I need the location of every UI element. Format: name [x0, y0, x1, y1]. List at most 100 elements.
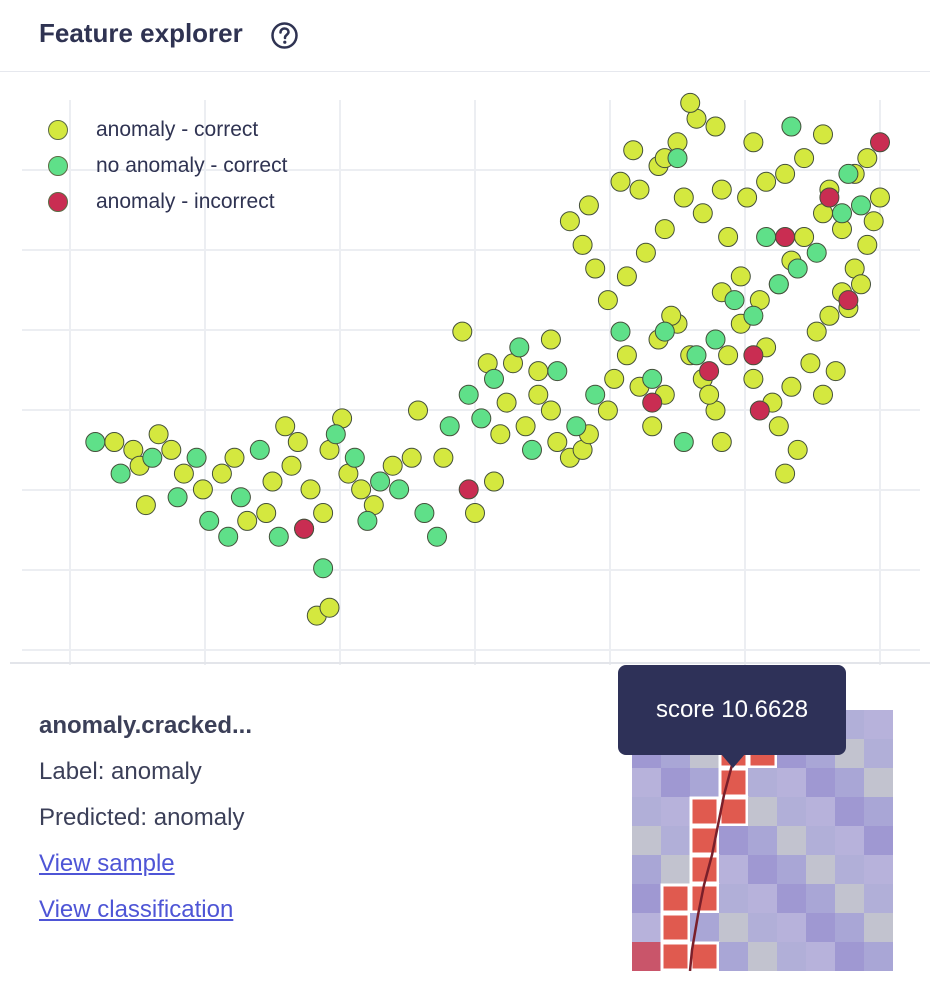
scatter-point[interactable]: [730, 266, 751, 287]
scatter-point[interactable]: [623, 140, 644, 161]
scatter-point[interactable]: [211, 463, 232, 484]
view-classification-link[interactable]: View classification: [39, 896, 234, 923]
scatter-point[interactable]: [610, 171, 631, 192]
scatter-point[interactable]: [616, 266, 637, 287]
scatter-point[interactable]: [427, 526, 447, 547]
scatter-point[interactable]: [585, 258, 606, 279]
scatter-point[interactable]: [680, 92, 701, 113]
scatter-point[interactable]: [110, 463, 131, 484]
scatter-point[interactable]: [585, 384, 606, 405]
scatter-point[interactable]: [224, 447, 245, 468]
scatter-point[interactable]: [142, 447, 163, 468]
scatter-point[interactable]: [604, 368, 625, 389]
scatter-point[interactable]: [515, 416, 536, 437]
scatter-point[interactable]: [452, 321, 473, 342]
scatter-point[interactable]: [718, 227, 739, 247]
scatter-point[interactable]: [458, 479, 479, 500]
scatter-point[interactable]: [439, 416, 460, 437]
scatter-point[interactable]: [642, 368, 663, 389]
scatter-point[interactable]: [775, 463, 796, 484]
scatter-point[interactable]: [806, 242, 827, 263]
scatter-point[interactable]: [616, 345, 637, 366]
scatter-point[interactable]: [319, 597, 340, 618]
scatter-point[interactable]: [597, 290, 618, 311]
scatter-point[interactable]: [673, 187, 694, 208]
scatter-point[interactable]: [401, 447, 422, 468]
scatter-point[interactable]: [471, 408, 492, 429]
scatter-point[interactable]: [382, 455, 403, 476]
scatter-point[interactable]: [300, 479, 321, 500]
scatter-point[interactable]: [654, 321, 675, 342]
scatter-point[interactable]: [547, 361, 568, 382]
scatter-point[interactable]: [642, 416, 663, 437]
scatter-point[interactable]: [800, 353, 821, 374]
scatter-point[interactable]: [699, 361, 720, 382]
scatter-point[interactable]: [192, 479, 213, 500]
scatter-point[interactable]: [167, 487, 188, 508]
scatter-point[interactable]: [781, 376, 802, 397]
scatter-point[interactable]: [705, 116, 726, 137]
scatter-point[interactable]: [370, 471, 391, 492]
scatter-point[interactable]: [819, 305, 840, 326]
scatter-point[interactable]: [465, 503, 485, 523]
question-circle-icon[interactable]: [270, 21, 299, 50]
scatter-point[interactable]: [699, 384, 720, 405]
scatter-point[interactable]: [281, 455, 302, 476]
scatter-point[interactable]: [813, 124, 833, 145]
scatter-point[interactable]: [161, 439, 182, 460]
scatter-point[interactable]: [794, 227, 815, 247]
scatter-point[interactable]: [711, 179, 732, 200]
scatter-point[interactable]: [737, 187, 758, 208]
scatter-point[interactable]: [819, 187, 840, 208]
scatter-point[interactable]: [559, 211, 580, 232]
scatter-point[interactable]: [629, 179, 650, 200]
scatter-point[interactable]: [249, 439, 270, 460]
scatter-point[interactable]: [262, 471, 283, 492]
scatter-point[interactable]: [743, 368, 764, 389]
scatter-point[interactable]: [794, 148, 815, 169]
scatter-point[interactable]: [287, 432, 308, 452]
scatter-point[interactable]: [104, 432, 125, 452]
scatter-point[interactable]: [458, 384, 479, 405]
scatter-point[interactable]: [230, 487, 251, 508]
scatter-point[interactable]: [825, 361, 846, 382]
scatter-point[interactable]: [496, 392, 517, 413]
scatter-point[interactable]: [148, 424, 169, 445]
scatter-point[interactable]: [642, 392, 663, 413]
scatter-point[interactable]: [756, 227, 777, 247]
scatter-point[interactable]: [572, 234, 593, 255]
scatter-point[interactable]: [863, 211, 884, 232]
scatter-point[interactable]: [540, 329, 561, 350]
scatter-point[interactable]: [743, 132, 764, 153]
scatter-point[interactable]: [528, 361, 549, 382]
scatter-point[interactable]: [686, 345, 707, 366]
scatter-point[interactable]: [433, 447, 454, 468]
scatter-point[interactable]: [313, 558, 334, 579]
scatter-point[interactable]: [724, 290, 745, 311]
scatter-point[interactable]: [528, 384, 549, 405]
scatter-point[interactable]: [775, 227, 796, 247]
scatter-point[interactable]: [173, 463, 194, 484]
scatter-point[interactable]: [775, 163, 796, 184]
scatter-point[interactable]: [522, 439, 542, 460]
scatter-point[interactable]: [294, 518, 315, 539]
scatter-point[interactable]: [351, 479, 372, 500]
scatter-point[interactable]: [787, 258, 808, 279]
scatter-point[interactable]: [718, 345, 739, 366]
scatter-point[interactable]: [806, 321, 827, 342]
scatter-point[interactable]: [490, 424, 511, 445]
scatter-point[interactable]: [357, 510, 378, 531]
scatter-point[interactable]: [547, 432, 568, 452]
scatter-point[interactable]: [237, 510, 258, 531]
scatter-point[interactable]: [344, 447, 365, 468]
legend-item[interactable]: anomaly - incorrect: [48, 184, 287, 220]
scatter-point[interactable]: [509, 337, 530, 358]
scatter-point[interactable]: [597, 400, 618, 421]
scatter-point[interactable]: [673, 432, 694, 452]
scatter-point[interactable]: [851, 274, 871, 295]
scatter-point[interactable]: [813, 384, 833, 405]
scatter-point[interactable]: [692, 203, 713, 224]
legend-item[interactable]: no anomaly - correct: [48, 148, 287, 184]
scatter-point[interactable]: [851, 195, 871, 216]
scatter-point[interactable]: [705, 329, 726, 350]
